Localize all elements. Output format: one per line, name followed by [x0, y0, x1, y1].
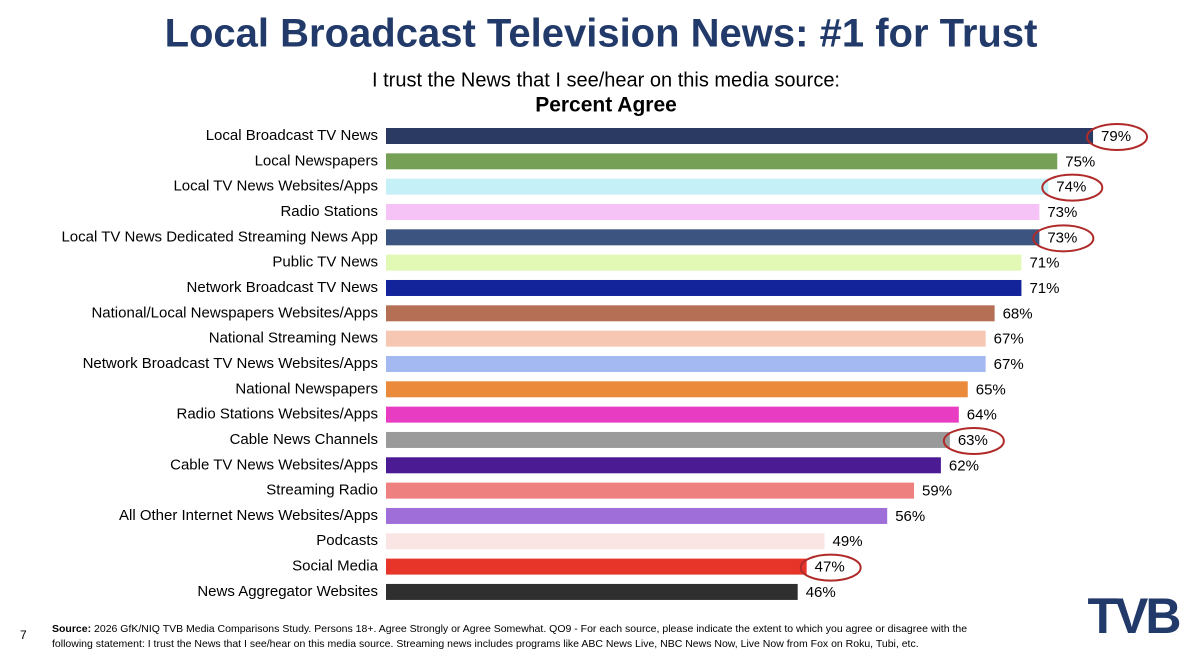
category-label: Podcasts — [316, 532, 378, 549]
chart-subtitle: I trust the News that I see/hear on this… — [372, 69, 840, 91]
page-number: 7 — [20, 628, 27, 642]
bar — [386, 153, 1058, 170]
source-text: 2026 GfK/NIQ TVB Media Comparisons Study… — [94, 623, 967, 635]
bar — [386, 305, 995, 322]
bar — [386, 482, 915, 499]
category-label: Network Broadcast TV News Websites/Apps — [83, 355, 378, 372]
bar — [386, 330, 986, 347]
category-label: Cable News Channels — [230, 431, 378, 448]
bar — [386, 178, 1049, 195]
source-label: Source: — [52, 623, 91, 635]
category-label: Network Broadcast TV News — [187, 279, 378, 296]
bar — [386, 229, 1040, 246]
value-label: 67% — [994, 356, 1024, 373]
category-label: Radio Stations Websites/Apps — [177, 406, 379, 423]
bar — [386, 583, 798, 600]
chart-subtitle-bold: Percent Agree — [535, 94, 677, 117]
value-label: 65% — [976, 381, 1006, 398]
value-label: 75% — [1065, 153, 1095, 170]
category-label: Local TV News Dedicated Streaming News A… — [61, 228, 378, 245]
category-label: Local TV News Websites/Apps — [173, 178, 378, 195]
category-label: National Streaming News — [209, 330, 378, 347]
value-label: 59% — [922, 483, 952, 500]
category-label: Radio Stations — [280, 203, 378, 220]
category-label: Local Broadcast TV News — [206, 127, 378, 144]
value-label: 46% — [806, 584, 836, 601]
bar — [386, 381, 968, 398]
value-label: 71% — [1029, 255, 1059, 272]
highlight-circle — [942, 426, 1005, 455]
category-label: All Other Internet News Websites/Apps — [119, 507, 378, 524]
value-label: 79% — [1101, 128, 1131, 145]
category-label: Public TV News — [272, 254, 378, 271]
value-label: 74% — [1056, 179, 1086, 196]
highlight-circle — [1086, 123, 1149, 151]
category-label: National/Local Newspapers Websites/Apps — [91, 304, 378, 321]
value-label: 67% — [994, 331, 1024, 348]
bar — [386, 355, 986, 372]
source-text: following statement: I trust the News th… — [52, 638, 919, 650]
bar — [386, 203, 1040, 220]
value-label: 73% — [1047, 229, 1077, 246]
value-label: 71% — [1029, 280, 1059, 297]
category-label: Local Newspapers — [255, 152, 378, 169]
bar — [386, 533, 825, 550]
source-line: Source: 2026 GfK/NIQ TVB Media Compariso… — [52, 623, 967, 635]
bar — [386, 254, 1022, 271]
bar — [386, 457, 941, 474]
category-label: Social Media — [292, 558, 379, 575]
bar — [386, 507, 888, 524]
category-label: News Aggregator Websites — [197, 583, 378, 600]
highlight-circle — [1032, 224, 1095, 253]
value-label: 47% — [815, 559, 845, 576]
highlight-circle — [799, 553, 862, 582]
value-label: 73% — [1047, 204, 1077, 221]
value-label: 49% — [833, 533, 863, 550]
bar — [386, 128, 1094, 144]
category-label: Streaming Radio — [266, 482, 378, 499]
value-label: 64% — [967, 407, 997, 424]
value-label: 63% — [958, 432, 988, 449]
value-label: 62% — [949, 457, 979, 474]
bar — [386, 431, 950, 448]
value-label: 56% — [895, 508, 925, 525]
value-label: 68% — [1003, 305, 1033, 322]
logo: TVB — [1088, 588, 1180, 644]
bar — [386, 558, 807, 575]
category-label: Cable TV News Websites/Apps — [170, 456, 378, 473]
highlight-circle — [1041, 173, 1104, 202]
bar — [386, 406, 959, 423]
chart-title: Local Broadcast Television News: #1 for … — [165, 12, 1038, 56]
category-label: National Newspapers — [235, 380, 378, 397]
bar — [386, 279, 1022, 296]
